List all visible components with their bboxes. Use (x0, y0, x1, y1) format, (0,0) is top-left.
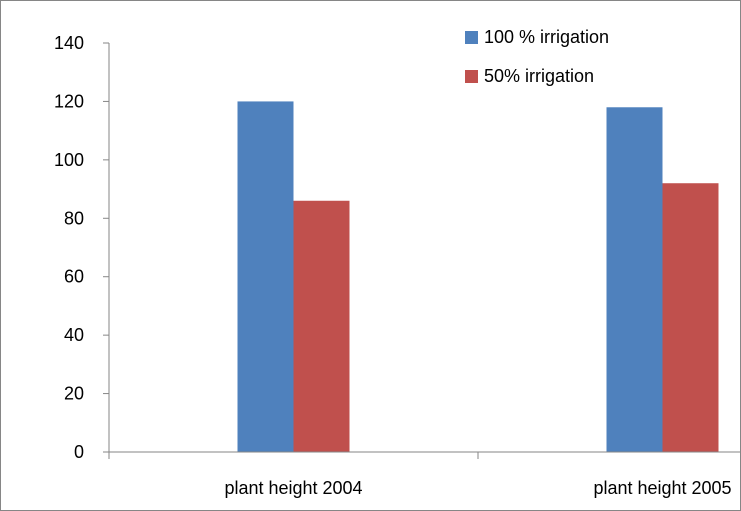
bars (237, 101, 719, 453)
x-category-label: plant height 2004 (224, 478, 362, 498)
y-tick-label: 40 (64, 325, 84, 345)
y-tick-label: 0 (74, 442, 84, 462)
legend: 100 % irrigation 50% irrigation (465, 27, 609, 86)
y-tick-label: 120 (54, 91, 84, 111)
y-tick-label: 100 (54, 150, 84, 170)
bar-full-irrigation-0 (237, 101, 294, 452)
bar-half-irrigation-1 (662, 183, 719, 452)
y-tick-label: 60 (64, 267, 84, 287)
bar-full-irrigation-1 (606, 107, 663, 453)
legend-swatch-full-irrigation (465, 31, 478, 44)
x-category-label: plant height 2005 (593, 478, 731, 498)
legend-swatch-half-irrigation (465, 70, 478, 83)
x-axis-ticks: plant height 2004 plant height 2005 (108, 452, 732, 498)
bar-half-irrigation-0 (293, 200, 350, 452)
y-tick-label: 80 (64, 208, 84, 228)
y-tick-label: 140 (54, 33, 84, 53)
y-axis-ticks: 0 20 40 60 80 100 120 140 (54, 33, 109, 462)
y-tick-label: 20 (64, 384, 84, 404)
legend-label-half-irrigation: 50% irrigation (484, 66, 594, 86)
legend-label-full-irrigation: 100 % irrigation (484, 27, 609, 47)
